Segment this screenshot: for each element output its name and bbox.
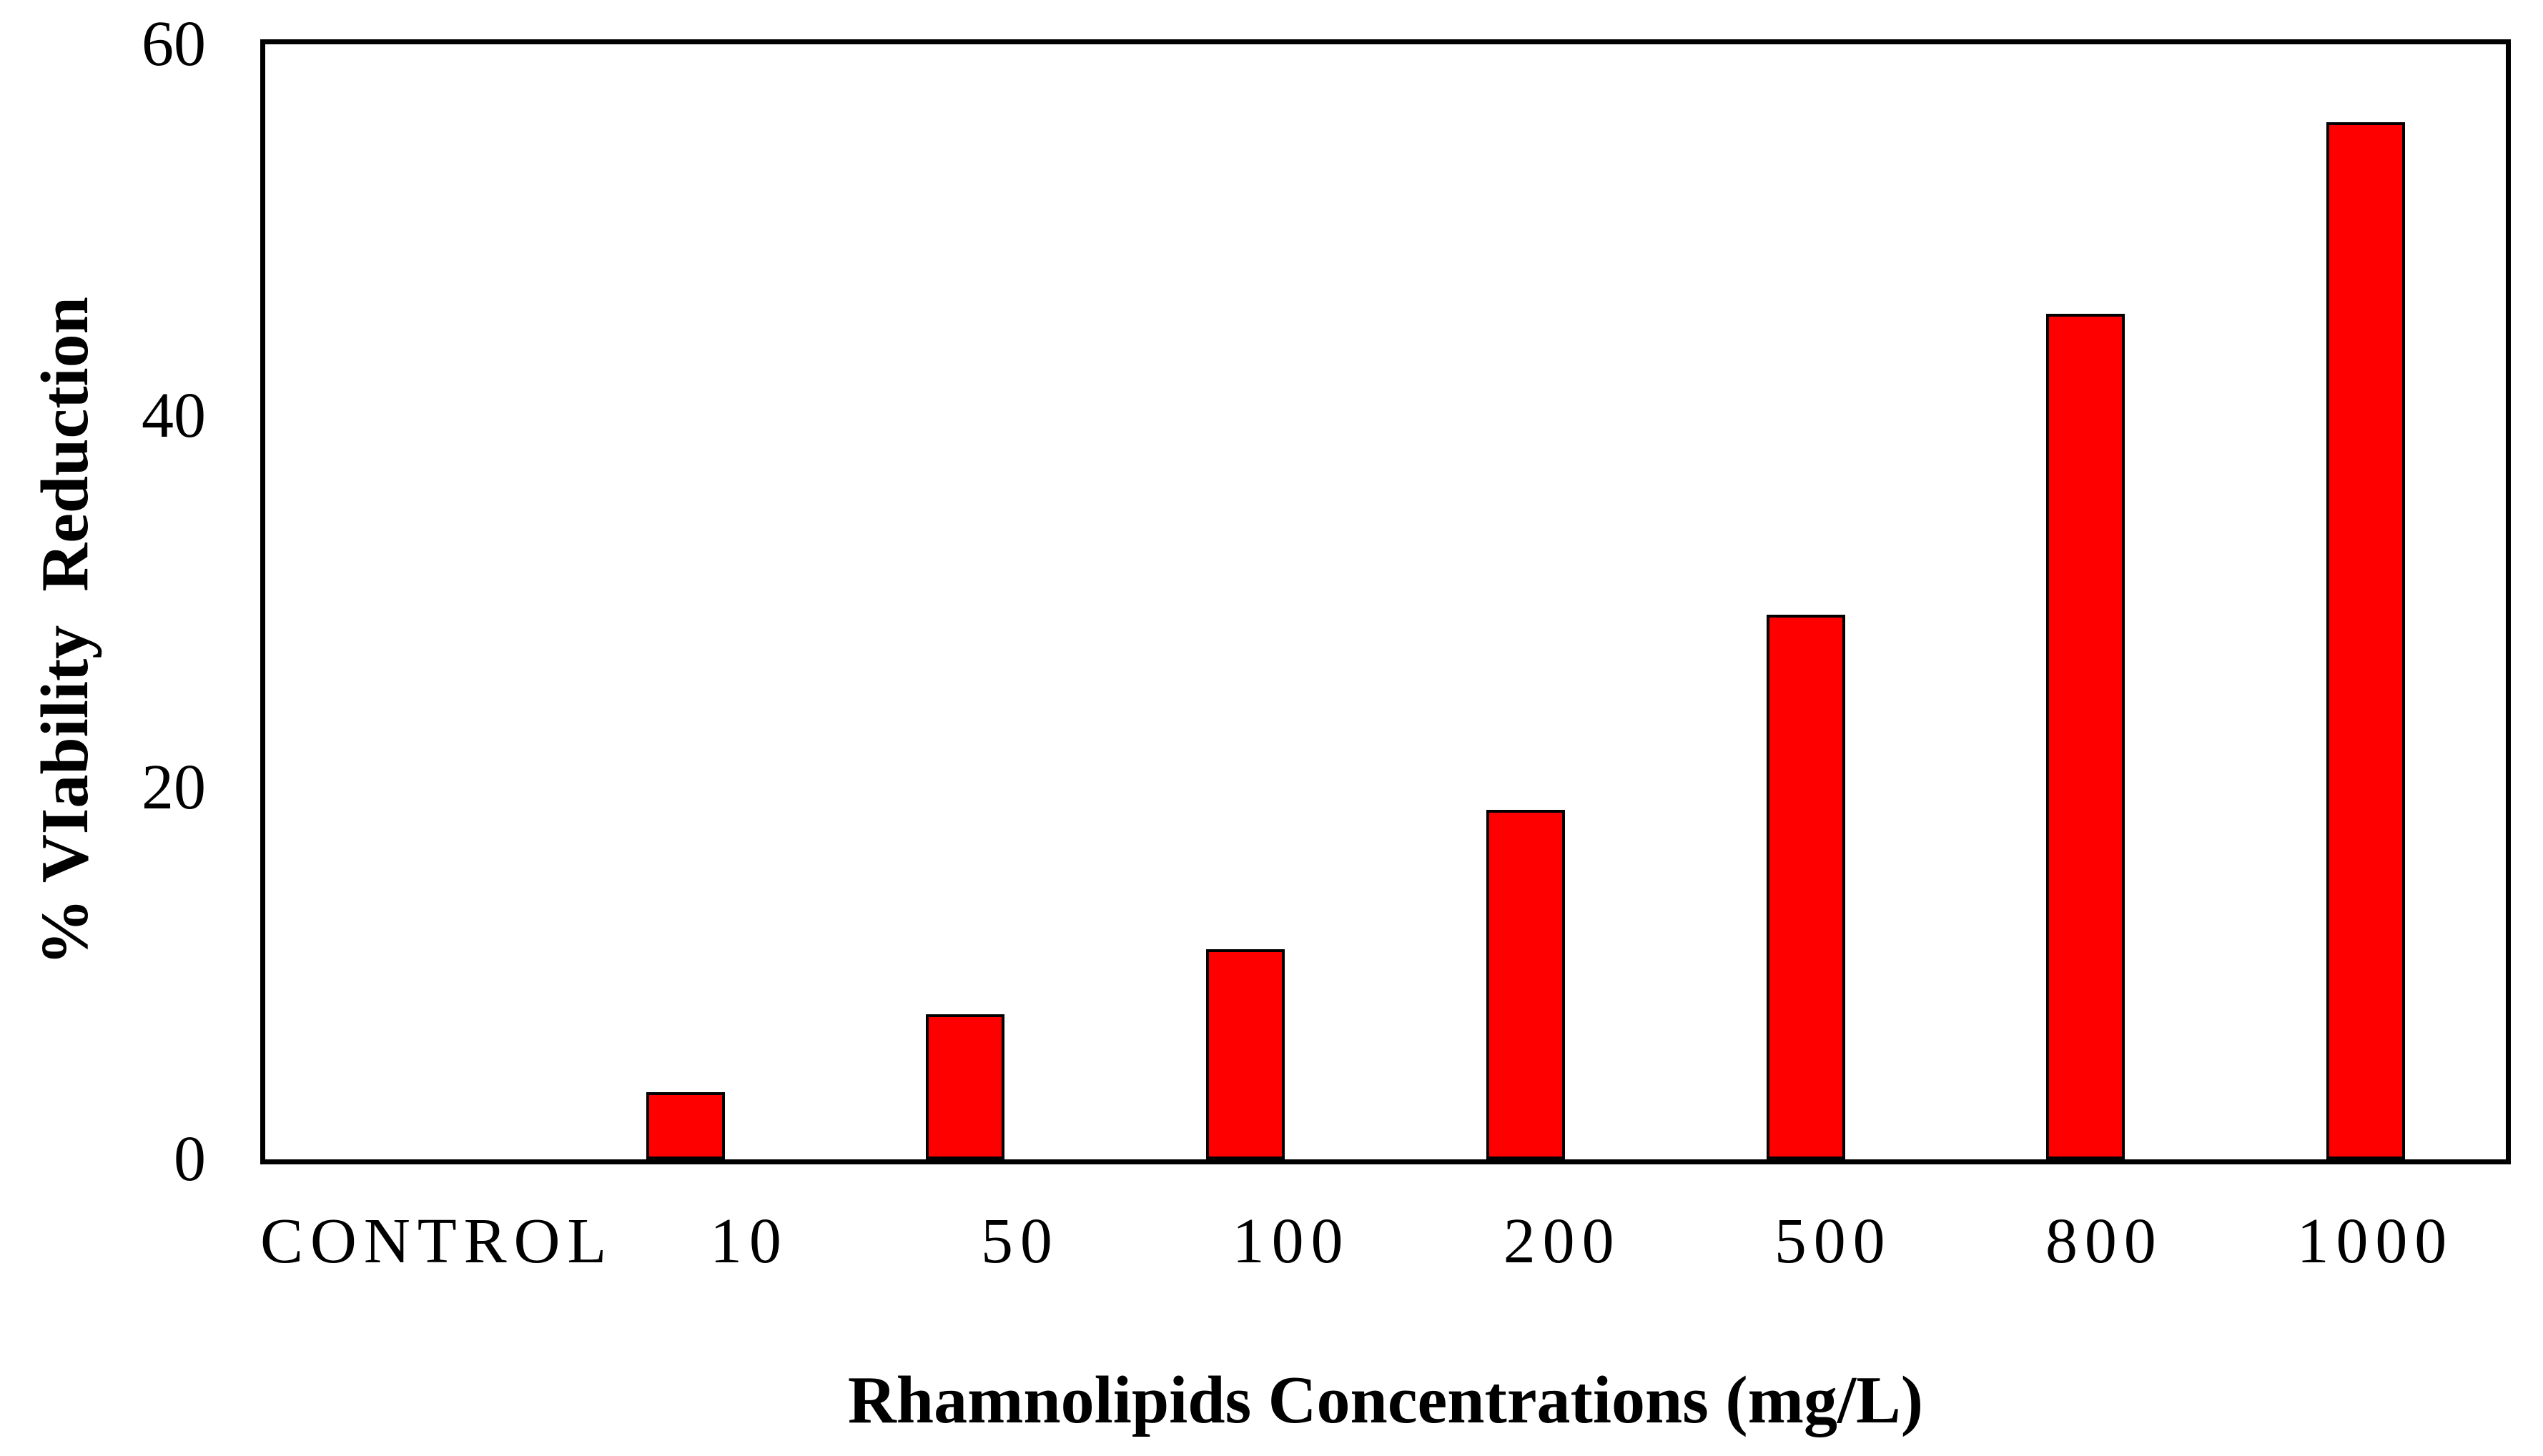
bar-50 bbox=[926, 1014, 1005, 1159]
bar-slot-50 bbox=[826, 44, 1106, 1159]
bar-800 bbox=[2046, 314, 2125, 1159]
y-tick-20: 20 bbox=[142, 752, 206, 823]
bar-slot-100 bbox=[1105, 44, 1386, 1159]
x-tick-10: 10 bbox=[709, 1206, 789, 1277]
bar-slot-1000 bbox=[2226, 44, 2506, 1159]
plot-area bbox=[260, 39, 2511, 1164]
y-tick-60: 60 bbox=[142, 9, 206, 79]
x-tick-100: 100 bbox=[1232, 1206, 1350, 1277]
x-tick-800: 800 bbox=[2045, 1206, 2163, 1277]
bar-slot-200 bbox=[1386, 44, 1666, 1159]
y-tick-40: 40 bbox=[142, 380, 206, 451]
bar-200 bbox=[1486, 810, 1565, 1159]
x-tick-200: 200 bbox=[1503, 1206, 1621, 1277]
bars-container bbox=[265, 44, 2506, 1159]
bar-1000 bbox=[2326, 122, 2406, 1159]
y-tick-0: 0 bbox=[174, 1124, 206, 1194]
bar-slot-800 bbox=[1946, 44, 2226, 1159]
x-tick-50: 50 bbox=[981, 1206, 1060, 1277]
bar-slot-500 bbox=[1666, 44, 1946, 1159]
bar-slot-10 bbox=[545, 44, 826, 1159]
x-tick-control: CONTROL bbox=[260, 1206, 614, 1277]
x-tick-labels: CONTROL 10 50 100 200 500 800 1000 bbox=[260, 1209, 2511, 1274]
x-tick-1000: 1000 bbox=[2296, 1206, 2454, 1277]
bar-10 bbox=[646, 1092, 725, 1159]
bar-100 bbox=[1206, 949, 1285, 1159]
bar-slot-control bbox=[265, 44, 545, 1159]
x-tick-500: 500 bbox=[1774, 1206, 1892, 1277]
bar-500 bbox=[1766, 615, 1845, 1159]
x-axis-title: Rhamnolipids Concentrations (mg/L) bbox=[847, 1363, 1924, 1437]
